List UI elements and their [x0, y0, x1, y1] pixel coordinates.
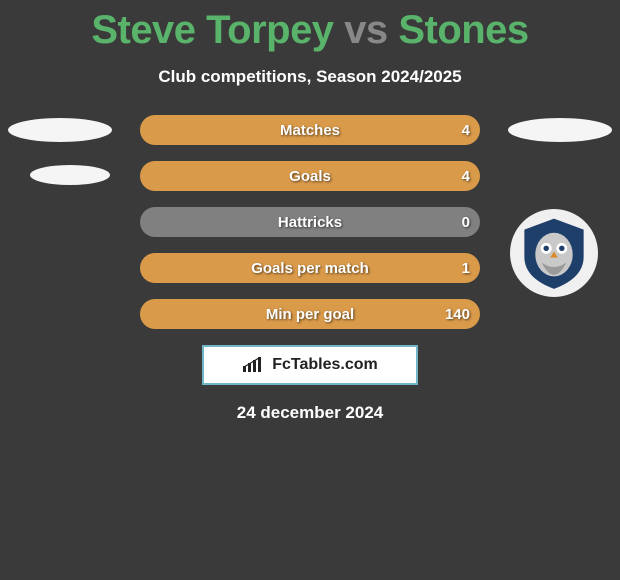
stat-bar-matches: Matches 4: [140, 115, 480, 145]
stat-bar-goals: Goals 4: [140, 161, 480, 191]
comparison-title: Steve Torpey vs Stones: [0, 0, 620, 53]
brand-text: FcTables.com: [272, 356, 378, 374]
stat-bar-min-per-goal: Min per goal 140: [140, 299, 480, 329]
stat-bar-goals-per-match: Goals per match 1: [140, 253, 480, 283]
player2-name: Stones: [398, 8, 528, 52]
brand-box[interactable]: FcTables.com: [202, 345, 418, 385]
stat-label: Goals: [289, 168, 331, 185]
footer-date: 24 december 2024: [0, 403, 620, 423]
player1-avatar-placeholder: [8, 118, 112, 142]
stat-row: Min per goal 140: [0, 299, 620, 329]
stat-label: Hattricks: [278, 214, 342, 231]
stat-value-right: 4: [462, 168, 470, 185]
stat-value-right: 140: [445, 306, 470, 323]
stat-label: Matches: [280, 122, 340, 139]
stat-value-right: 1: [462, 260, 470, 277]
vs-text: vs: [344, 8, 388, 52]
stat-row: Goals 4: [0, 161, 620, 191]
stat-value-right: 0: [462, 214, 470, 231]
stat-value-right: 4: [462, 122, 470, 139]
player2-avatar-placeholder: [508, 118, 612, 142]
stats-content: Matches 4 Goals 4 Hatt: [0, 115, 620, 423]
subtitle: Club competitions, Season 2024/2025: [0, 67, 620, 87]
stat-label: Min per goal: [266, 306, 354, 323]
player1-name: Steve Torpey: [91, 8, 333, 52]
stat-row: Matches 4: [0, 115, 620, 145]
stat-label: Goals per match: [251, 260, 369, 277]
stat-bar-hattricks: Hattricks 0: [140, 207, 480, 237]
bar-chart-icon: [242, 356, 266, 374]
stat-row: Goals per match 1: [0, 253, 620, 283]
stat-row: Hattricks 0: [0, 207, 620, 237]
player1-avatar-placeholder: [30, 165, 110, 185]
